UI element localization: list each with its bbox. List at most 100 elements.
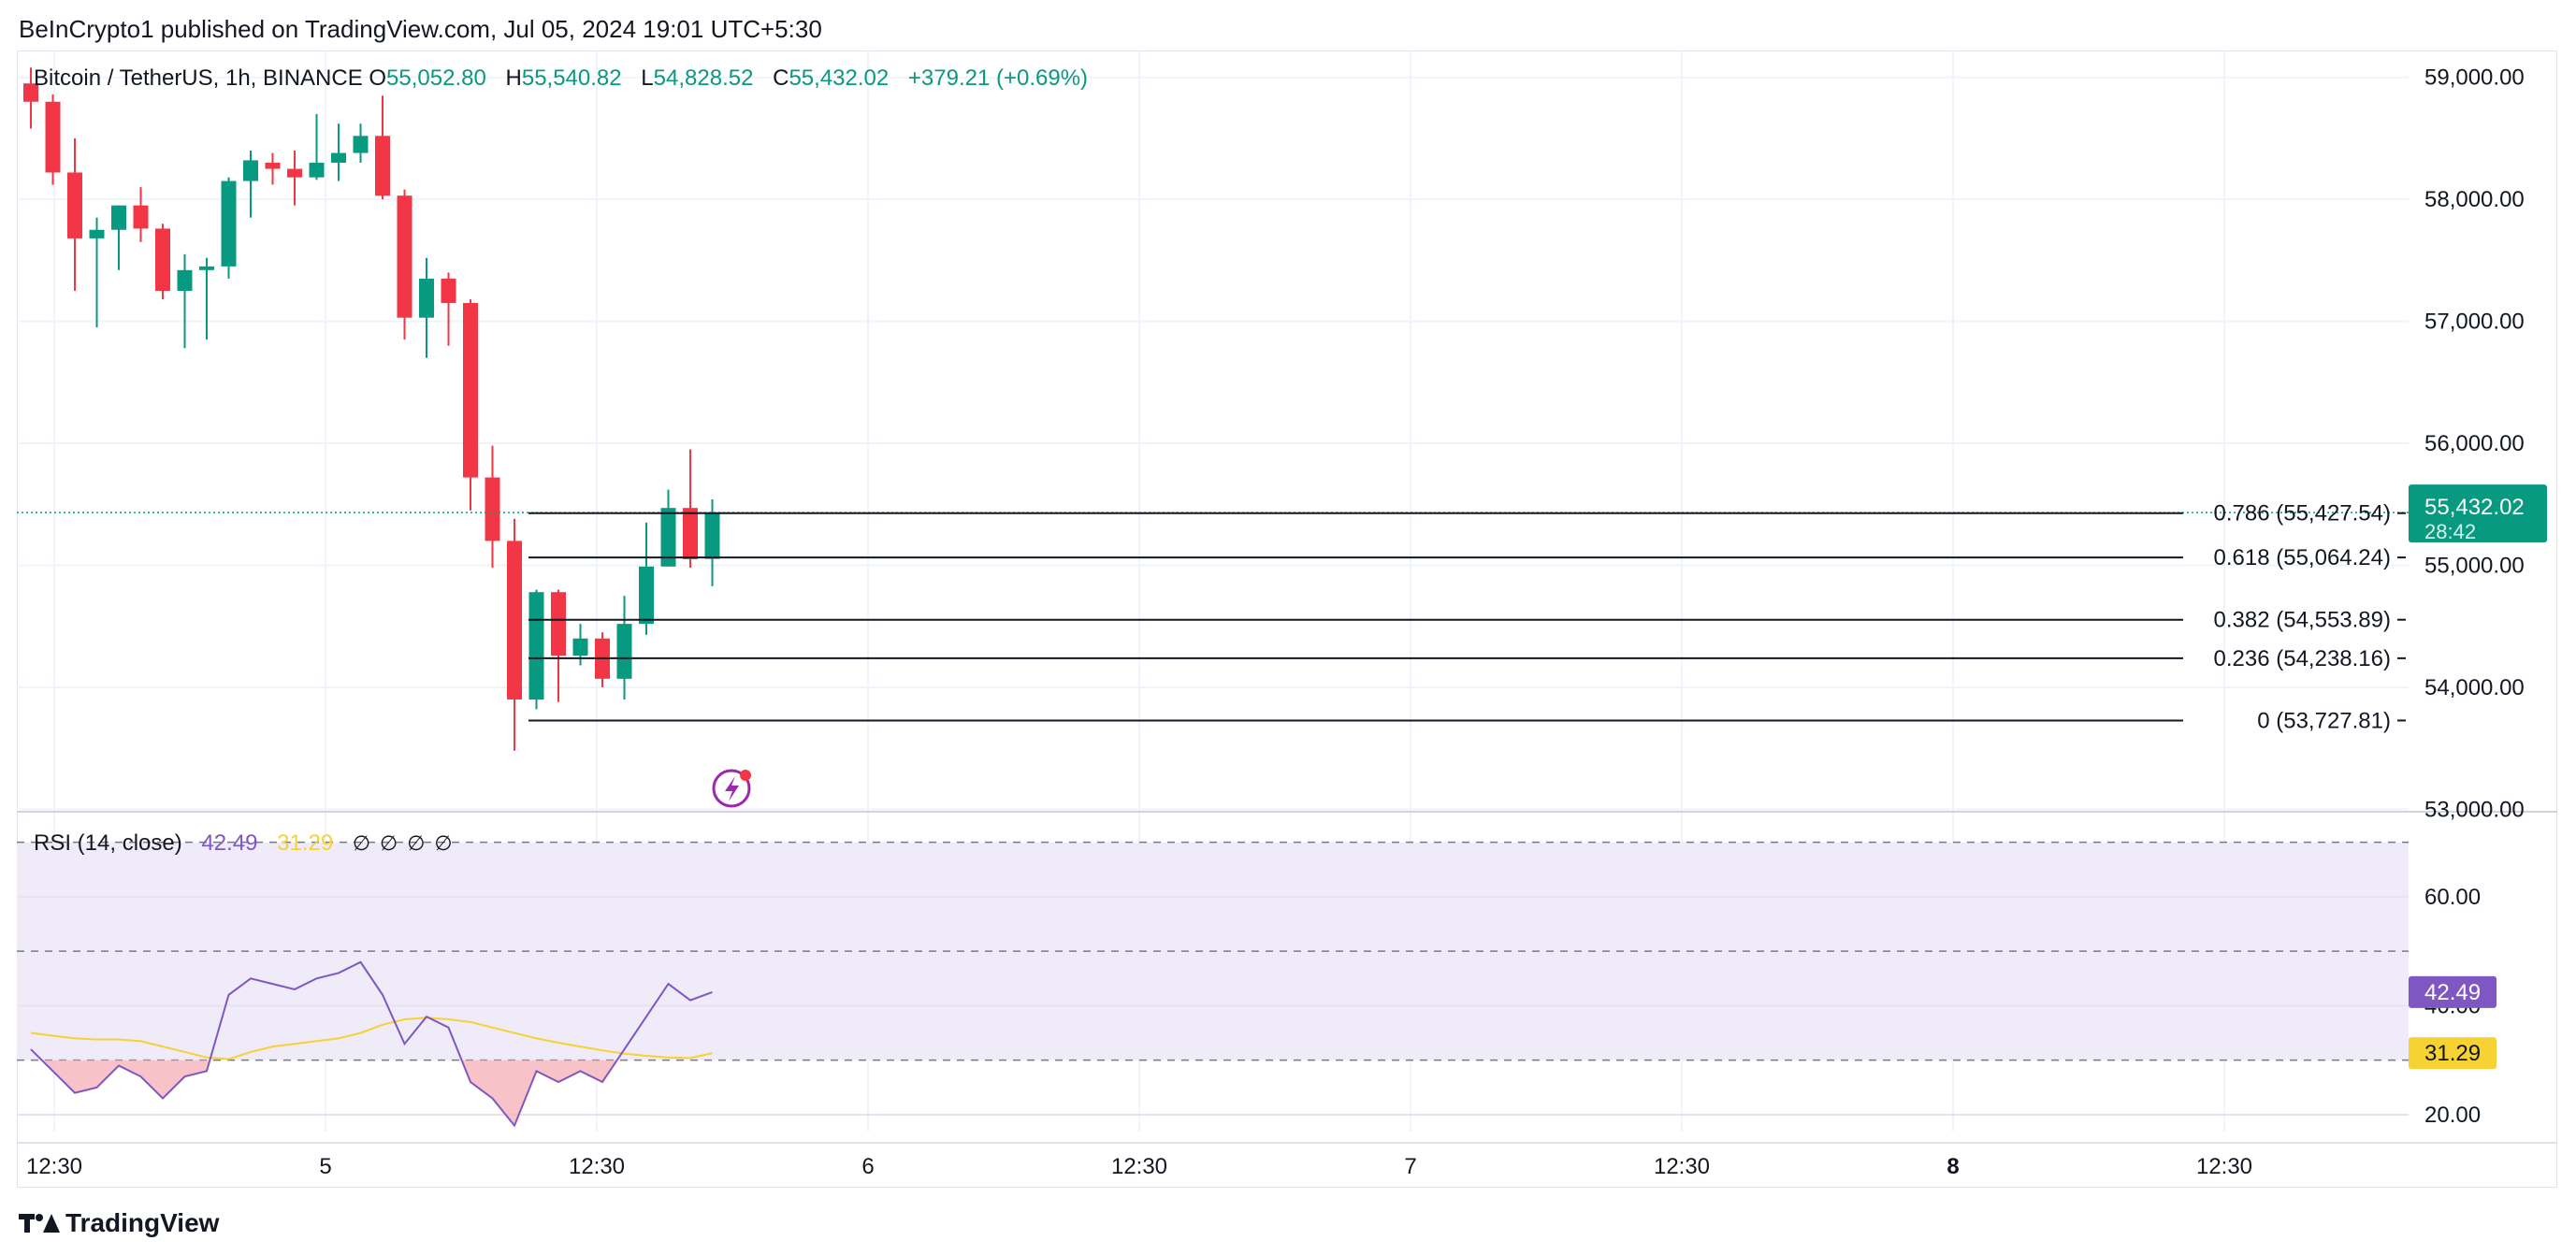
candle-body (528, 592, 544, 700)
candle (287, 150, 302, 206)
candle-body (683, 508, 698, 559)
candlestick-series (17, 67, 2409, 751)
rsi-line (30, 960, 713, 1128)
high-value: 55,540.82 (521, 65, 622, 91)
low-value: 54,828.52 (653, 65, 754, 91)
candle-body (265, 163, 281, 169)
rsi-tick-label: 20.00 (2424, 1103, 2481, 1128)
time-tick-label: 12:30 (2196, 1154, 2252, 1179)
rsi-title[interactable]: RSI (14, close) (34, 830, 182, 856)
close-label: C (773, 65, 789, 91)
price-tick-label: 56,000.00 (2424, 431, 2525, 456)
candle (441, 272, 456, 346)
rsi-value: 42.49 (201, 830, 258, 856)
price-tick-label: 53,000.00 (2424, 797, 2525, 822)
candle (89, 217, 105, 328)
candle (111, 205, 126, 270)
tradingview-brand: TradingView (65, 1208, 220, 1237)
price-tick-label: 55,000.00 (2424, 553, 2525, 578)
candle-body (23, 83, 38, 102)
candle-body (616, 624, 632, 679)
candle-body (89, 229, 105, 238)
na-value: ∅ (407, 831, 426, 855)
rsi-legend: RSI (14, close) 42.49 31.29 ∅ ∅ ∅ ∅ (34, 830, 462, 857)
candle-body (551, 592, 566, 656)
fib-level-label: 0.382 (54,553.89) (2214, 608, 2391, 633)
time-tick-label: 8 (1946, 1154, 1959, 1179)
candle (353, 123, 369, 164)
candle (23, 67, 38, 129)
price-tick-label: 58,000.00 (2424, 187, 2525, 212)
time-tick-label: 5 (319, 1154, 331, 1179)
candle-body (353, 136, 369, 153)
candle (616, 596, 632, 700)
candle-body (704, 512, 720, 559)
rsi-oversold-fill (461, 1060, 617, 1126)
symbol-name[interactable]: Bitcoin / TetherUS, 1h, BINANCE (34, 65, 363, 91)
publisher-header: BeInCrypto1 published on TradingView.com… (19, 15, 822, 43)
candle (199, 257, 214, 340)
na-value: ∅ (434, 831, 453, 855)
time-tick-label: 12:30 (1111, 1154, 1167, 1179)
price-badge-countdown: 28:42 (2424, 520, 2476, 543)
rsi-oversold-fill (41, 1060, 210, 1099)
candle (397, 189, 412, 340)
na-value: ∅ (352, 831, 371, 855)
candle-body (133, 205, 149, 229)
candle-body (419, 278, 434, 318)
tradingview-logo-icon (19, 1212, 60, 1234)
candle-body (639, 566, 654, 625)
rsi-ma-badge (2409, 1037, 2496, 1070)
candle-body (441, 278, 456, 304)
candle-body (67, 172, 82, 238)
time-axis[interactable]: 12:30 5 12:30 6 12:30 7 12:30 8 12:30 (17, 1142, 2557, 1179)
candle (177, 253, 193, 349)
rsi-tick-label: 60.00 (2424, 885, 2481, 910)
candle-body (572, 638, 588, 656)
lightning-icon[interactable] (712, 769, 751, 808)
fib-level-label: 0.786 (55,427.54) (2214, 501, 2391, 527)
candle (221, 177, 237, 279)
fibonacci-retracement[interactable]: 0.786 (55,427.54) 0.618 (55,064.24) 0.382 … (528, 501, 2406, 734)
price-badge (2409, 484, 2547, 543)
price-tick-label: 54,000.00 (2424, 675, 2525, 700)
candle-body (660, 508, 676, 567)
time-tick-label: 12:30 (26, 1154, 82, 1179)
price-axis[interactable]: 59,000.00 58,000.00 57,000.00 56,000.00 55,0… (2409, 65, 2547, 1128)
na-value: ∅ (380, 831, 398, 855)
change-value: +379.21 (+0.69%) (907, 65, 1089, 91)
low-label: L (641, 65, 654, 91)
candle (155, 224, 170, 300)
price-tick-label: 57,000.00 (2424, 310, 2525, 335)
price-badge-value: 55,432.02 (2424, 495, 2525, 520)
candle (45, 94, 61, 185)
high-label: H (505, 65, 522, 91)
candle-body (397, 195, 412, 318)
tradingview-logo[interactable]: TradingView (19, 1208, 219, 1238)
candle-body (177, 269, 193, 291)
candle (551, 589, 566, 702)
time-tick-label: 12:30 (1654, 1154, 1710, 1179)
time-tick-label: 12:30 (569, 1154, 625, 1179)
candle (67, 137, 82, 291)
candle-body (287, 168, 302, 178)
fib-level-label: 0 (53,727.81) (2257, 708, 2391, 733)
close-value: 55,432.02 (789, 65, 890, 91)
candle-body (111, 205, 126, 230)
candle (683, 449, 698, 569)
candle-body (199, 266, 214, 270)
candle-body (375, 136, 390, 196)
candle-body (485, 477, 500, 541)
candle (309, 113, 325, 180)
candle (331, 123, 346, 181)
candle (375, 95, 390, 200)
rsi-badge (2409, 975, 2496, 1008)
fib-level-label: 0.236 (54,238.16) (2214, 646, 2391, 671)
rsi-panel (17, 841, 2409, 1128)
candle-body (463, 303, 478, 478)
time-tick-label: 6 (861, 1154, 874, 1179)
time-tick-label: 7 (1404, 1154, 1416, 1179)
candle-body (243, 160, 258, 181)
symbol-legend: Bitcoin / TetherUS, 1h, BINANCE O55,052.… (34, 65, 1101, 92)
